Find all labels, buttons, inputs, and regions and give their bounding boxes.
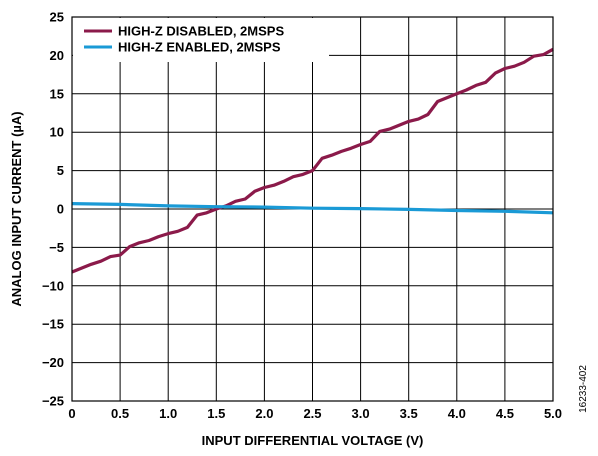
y-tick-label: 15 [50,86,64,101]
series-line-high-z-disabled [71,47,554,274]
y-tick-label: 25 [50,10,64,25]
legend-box [73,18,329,62]
y-tick-label: −20 [42,355,64,370]
legend: HIGH-Z DISABLED, 2MSPS HIGH-Z ENABLED, 2… [73,18,329,62]
x-tick-label: 4.5 [496,406,514,421]
y-tick-labels: 25 20 15 10 5 0 −5 −10 −15 −20 −25 [42,10,64,409]
x-tick-label: 2.0 [255,406,273,421]
legend-label-high-z-enabled: HIGH-Z ENABLED, 2MSPS [118,40,281,55]
series-line-high-z-enabled [71,202,554,215]
y-tick-label: −25 [42,394,64,409]
x-tick-label: 1.5 [207,406,225,421]
y-tick-label: 0 [57,202,64,217]
x-tick-label: 4.0 [448,406,466,421]
x-tick-label: 0 [68,406,75,421]
series-lines [71,47,554,274]
y-axis-title: ANALOG INPUT CURRENT (µA) [9,111,24,306]
x-tick-label: 2.5 [303,406,321,421]
y-tick-label: 5 [57,163,64,178]
x-tick-label: 5.0 [544,406,562,421]
y-tick-label: −5 [49,240,64,255]
y-tick-label: 20 [50,48,64,63]
x-axis-title: INPUT DIFFERENTIAL VOLTAGE (V) [202,433,424,448]
figure-id-label: 16233-402 [578,365,589,413]
legend-label-high-z-disabled: HIGH-Z DISABLED, 2MSPS [118,24,284,39]
x-tick-labels: 0 0.5 1.0 1.5 2.0 2.5 3.0 3.5 4.0 4.5 5.0 [68,406,562,421]
x-tick-label: 3.5 [400,406,418,421]
y-tick-label: −10 [42,278,64,293]
plot-frame [71,16,554,402]
x-tick-label: 0.5 [111,406,129,421]
y-tick-label: 10 [50,125,64,140]
y-tick-label: −15 [42,317,64,332]
x-tick-label: 1.0 [159,406,177,421]
x-tick-label: 3.0 [352,406,370,421]
